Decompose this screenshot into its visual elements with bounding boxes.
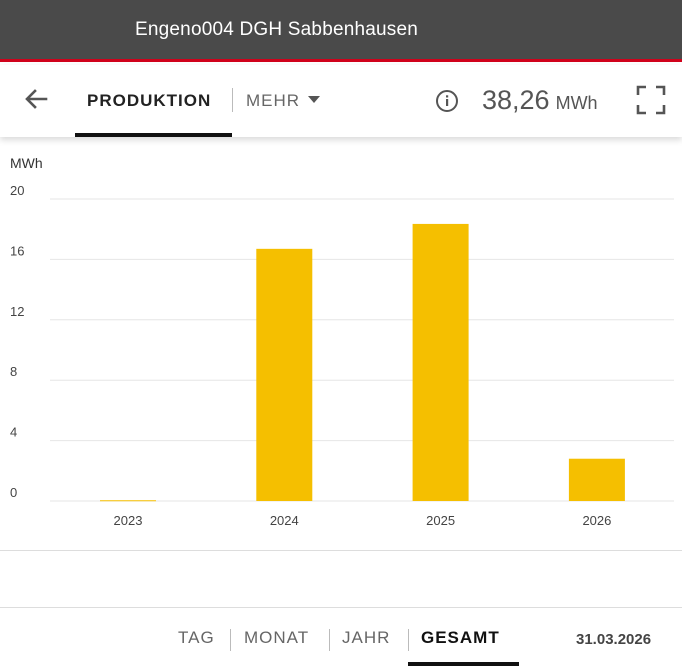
period-day[interactable]: TAG xyxy=(178,628,215,647)
bar-2023[interactable] xyxy=(100,500,156,502)
period-year[interactable]: JAHR xyxy=(342,628,391,647)
period-divider xyxy=(408,629,409,651)
bar-chart: MWh 0 4 8 12 16 20 2023 2024 2025 2026 xyxy=(10,155,674,528)
tab-more-dropdown[interactable]: MEHR xyxy=(246,91,321,111)
total-value: 38,26 xyxy=(482,85,550,115)
x-tick-label: 2023 xyxy=(114,513,143,528)
y-tick-label: 12 xyxy=(10,304,24,319)
x-tick-label: 2025 xyxy=(426,513,455,528)
active-tab-indicator xyxy=(75,133,232,137)
period-month[interactable]: MONAT xyxy=(244,628,310,647)
bar-2026[interactable] xyxy=(568,458,625,501)
tab-divider xyxy=(232,88,233,112)
fullscreen-icon[interactable] xyxy=(636,85,666,115)
tab-production-label: PRODUKTION xyxy=(87,91,212,110)
y-tick-label: 16 xyxy=(10,243,24,258)
bar-2024[interactable] xyxy=(256,248,313,501)
period-divider xyxy=(329,629,330,651)
total-production: 38,26 MWh xyxy=(482,85,598,116)
y-tick-label: 20 xyxy=(10,183,24,198)
y-tick-label: 4 xyxy=(10,425,17,440)
period-total[interactable]: GESAMT xyxy=(421,628,500,647)
y-tick-label: 8 xyxy=(10,364,17,379)
toolbar: PRODUKTION MEHR 38,26 MWh xyxy=(0,65,682,137)
x-tick-label: 2024 xyxy=(270,513,299,528)
production-chart: MWh 0 4 8 12 16 20 2023 2024 2025 2026 xyxy=(0,137,682,552)
x-tick-label: 2026 xyxy=(582,513,611,528)
info-icon[interactable] xyxy=(435,89,459,113)
y-tick-label: 0 xyxy=(10,485,17,500)
tab-production[interactable]: PRODUKTION xyxy=(75,65,232,137)
chart-divider xyxy=(0,550,682,551)
bar-2025[interactable] xyxy=(412,223,469,501)
selected-date: 31.03.2026 xyxy=(576,631,652,648)
total-unit: MWh xyxy=(555,93,598,113)
title-bar: Engeno004 DGH Sabbenhausen xyxy=(0,0,682,62)
footer-divider xyxy=(0,607,682,608)
tab-more-label: MEHR xyxy=(246,91,301,110)
page-title: Engeno004 DGH Sabbenhausen xyxy=(135,19,419,40)
chevron-down-icon xyxy=(308,96,321,103)
active-period-indicator xyxy=(408,662,519,666)
period-divider xyxy=(230,629,231,651)
back-arrow-icon[interactable] xyxy=(22,85,50,113)
y-axis-label: MWh xyxy=(10,155,43,171)
